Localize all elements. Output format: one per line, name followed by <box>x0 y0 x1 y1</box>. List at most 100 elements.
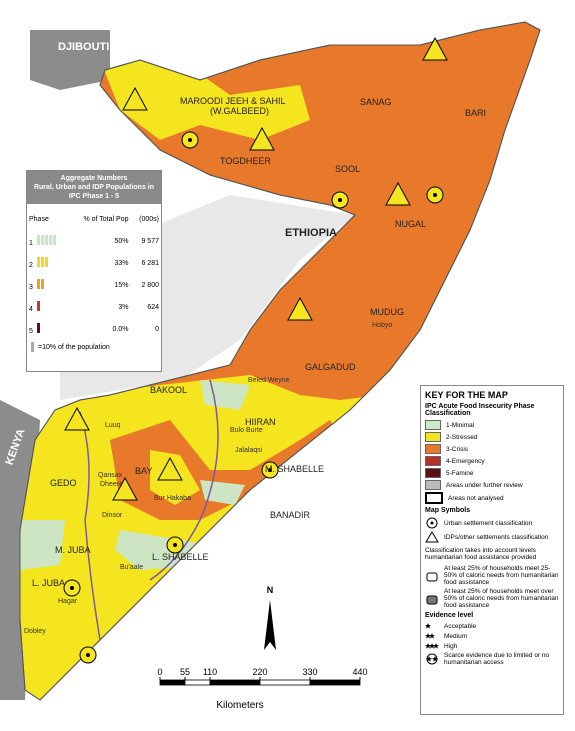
legend-row: 1-Minimal <box>425 420 559 430</box>
region-label: SOOL <box>335 164 360 174</box>
star <box>425 623 431 629</box>
person-icon <box>36 301 40 311</box>
legend-text: 5-Famine <box>446 469 474 477</box>
legend-row: Scarce evidence due to limited or no hum… <box>425 652 559 666</box>
region-label: MUDUG <box>370 307 404 317</box>
icon <box>426 595 438 604</box>
icon <box>426 653 438 665</box>
header-row: Phase % of Total Pop (000s) <box>27 208 161 230</box>
legend-row: Medium <box>425 632 559 640</box>
legend-text: Scarce evidence due to limited or no hum… <box>444 652 550 666</box>
swatch <box>425 432 441 442</box>
person-icon <box>40 257 44 267</box>
table-row: 1 50% 9 577 <box>27 230 161 252</box>
icon <box>426 572 438 581</box>
icon <box>425 531 439 543</box>
stars <box>425 633 435 639</box>
region-label: BARI <box>465 108 486 118</box>
legend-subtitle: IPC Acute Food Insecurity Phase Classifi… <box>425 403 535 417</box>
region-label: L. JUBA <box>32 578 65 588</box>
country-label: ETHIOPIA <box>285 227 337 239</box>
region-label: GEDO <box>50 478 77 488</box>
stars <box>425 643 439 649</box>
river <box>79 411 101 641</box>
region-label: BAKOOL <box>150 385 187 395</box>
district-label: Hobyo <box>372 322 392 329</box>
region-label: HIIRAN <box>245 417 276 427</box>
region-label: TOGDHEER <box>220 156 271 166</box>
star <box>429 633 435 639</box>
phase-list: 1-Minimal 2-Stressed 3-Crisis 4-Emergency 5-… <box>425 420 559 504</box>
evidence-list: Acceptable Medium High <box>425 622 559 650</box>
percent-cell: 3% <box>118 303 129 311</box>
legend-text: High <box>444 642 458 650</box>
legend-row: 4-Emergency <box>425 456 559 466</box>
district-label: Dobley <box>24 628 46 635</box>
legend-text: At least 25% of households meet 25-50% o… <box>444 565 559 586</box>
legend-text: 1-Minimal <box>446 421 475 429</box>
legend-row: At least 25% of households meet over 50%… <box>425 588 559 609</box>
district-label: Hagar <box>58 598 78 605</box>
scale-label: 440 <box>352 667 367 677</box>
person-icon <box>48 235 52 245</box>
person-icon <box>44 257 48 267</box>
region-label: GALGADUD <box>305 362 356 372</box>
legend-row: Urban settlement classification <box>425 517 559 529</box>
scale-bar: Kilometers 0 55 110 220 330 440 <box>157 667 367 711</box>
percent-cell: 33% <box>114 259 129 267</box>
scale-label: 110 <box>203 667 217 677</box>
legend-text: Areas not analysed <box>448 494 504 502</box>
scale-segment <box>184 679 211 686</box>
north-arrow: N <box>264 585 276 650</box>
count-cell: 2 800 <box>141 281 159 289</box>
note-text: =10% of the population <box>38 343 110 351</box>
swatch <box>425 420 441 430</box>
table-row: 4 3% 624 <box>27 296 161 318</box>
scale-label: 220 <box>252 667 267 677</box>
north-label: N <box>267 585 274 595</box>
person-icon <box>31 342 34 352</box>
person-icon <box>36 257 40 267</box>
aggregate-title: Aggregate Numbers <box>60 175 128 182</box>
country-label: DJIBOUTI <box>58 41 109 53</box>
swatch <box>425 444 441 454</box>
region-label: NUGAL <box>395 219 426 229</box>
assistance-note: Classification takes into account levels… <box>425 547 537 561</box>
legend-text: Acceptable <box>444 622 477 630</box>
phase-cell: 3 <box>27 274 68 296</box>
aggregate-header: Aggregate Numbers Rural, Urban and IDP P… <box>27 171 161 204</box>
person-icon <box>52 235 56 245</box>
count-cell: 9 577 <box>141 237 159 245</box>
icon <box>426 517 438 529</box>
stars <box>425 623 431 629</box>
legend-row: 3-Crisis <box>425 444 559 454</box>
legend-text: 4-Emergency <box>446 457 485 465</box>
region-label: SANAG <box>360 97 392 107</box>
scale-label: 0 <box>157 667 162 677</box>
legend-text: Urban settlement classification <box>444 519 533 527</box>
table-row: 2 33% 6 281 <box>27 252 161 274</box>
column-header: % of Total Pop <box>83 215 129 223</box>
district-label: Jalalaqsi <box>235 447 263 454</box>
scale-label: 330 <box>302 667 317 677</box>
river <box>149 379 219 581</box>
table-row: 5 0.0% 0 <box>27 318 161 340</box>
legend-text: IDPs/other settlements classification <box>444 533 549 541</box>
djibouti <box>30 30 110 90</box>
region-label: (W.GALBEED) <box>210 106 269 116</box>
swatch <box>425 456 441 466</box>
star <box>433 643 439 649</box>
aggregate-note: =10% of the population <box>27 340 161 354</box>
person-icon <box>40 235 44 245</box>
scale-label: 55 <box>180 667 190 677</box>
legend-row: Areas under further review <box>425 480 559 490</box>
district-label: Dheere <box>100 481 123 488</box>
phase-number: 2 <box>29 262 33 269</box>
swatch <box>425 480 441 490</box>
scale-segment <box>259 679 311 686</box>
region-label: BAY <box>135 466 152 476</box>
country-outline <box>19 21 541 701</box>
legend-text: 2-Stressed <box>446 433 478 441</box>
aggregate-box: Aggregate Numbers Rural, Urban and IDP P… <box>26 170 162 372</box>
